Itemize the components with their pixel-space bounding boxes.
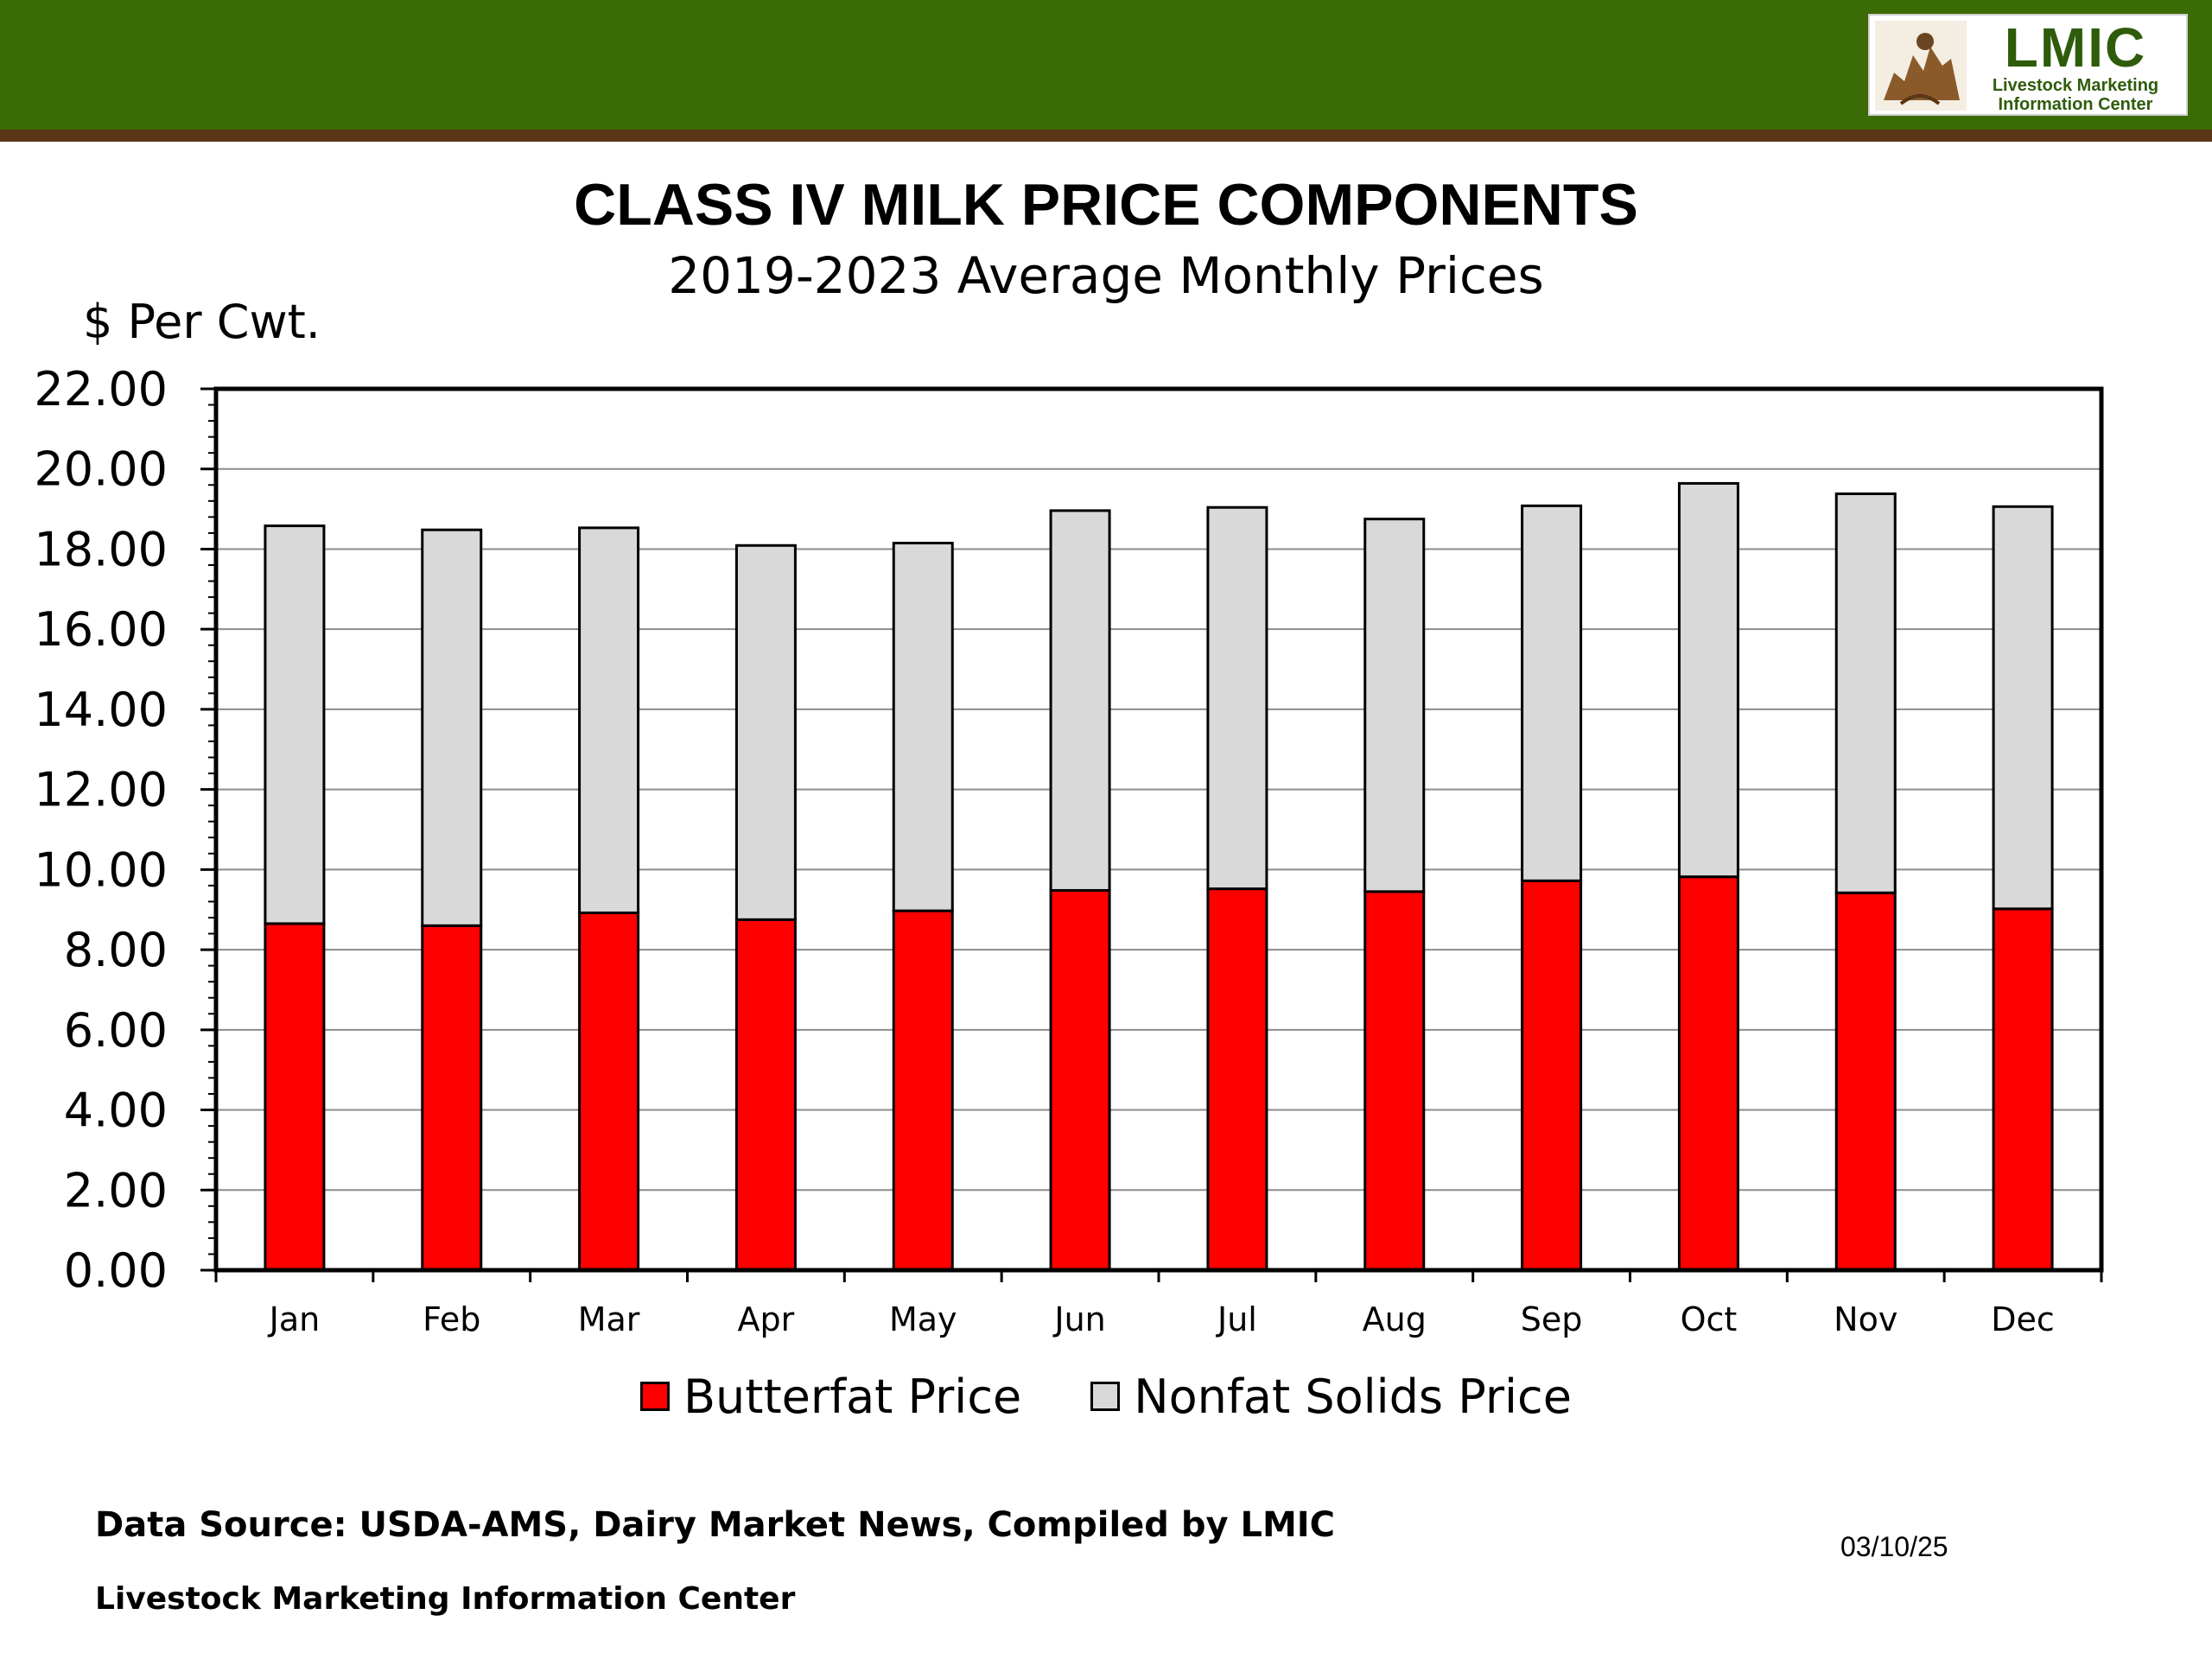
legend: Butterfat Price Nonfat Solids Price: [0, 1362, 2212, 1431]
bar-butterfat-jan: [264, 922, 326, 1272]
bar-butterfat-feb: [421, 924, 483, 1272]
x-tick-label: May: [889, 1300, 957, 1338]
organization-name: Livestock Marketing Information Center: [95, 1581, 796, 1617]
tick-labels: 0.00 2.00 4.00 6.00 8.00 10.00 12.00 14.00 16.00…: [34, 362, 2054, 1338]
bar-butterfat-nov: [1834, 891, 1897, 1272]
legend-item-nonfat: Nonfat Solids Price: [1090, 1370, 1572, 1424]
x-tick-label: Mar: [578, 1300, 640, 1338]
bar-butterfat-may: [892, 909, 954, 1272]
bar-nonfat-dec: [1992, 505, 2054, 911]
y-tick-label: 20.00: [34, 442, 168, 497]
bar-butterfat-apr: [734, 918, 797, 1272]
y-axis-label: $ Per Cwt.: [83, 295, 321, 349]
bars: [264, 481, 2054, 1272]
bar-butterfat-mar: [578, 911, 640, 1272]
bar-nonfat-nov: [1834, 492, 1897, 894]
bar-nonfat-sep: [1521, 504, 1583, 882]
chart-subtitle: 2019-2023 Average Monthly Prices: [668, 246, 1544, 305]
axes: [200, 386, 2104, 1282]
logo-mark-icon: [1875, 21, 1967, 111]
bar-nonfat-aug: [1363, 518, 1426, 893]
x-tick-label: Apr: [738, 1300, 795, 1338]
bar-nonfat-oct: [1677, 481, 1739, 879]
x-tick-label: Jan: [268, 1300, 321, 1338]
bar-nonfat-may: [892, 542, 954, 912]
x-tick-label: Jun: [1052, 1300, 1105, 1338]
y-tick-label: 18.00: [34, 522, 168, 576]
bar-nonfat-mar: [578, 526, 640, 914]
bar-nonfat-jan: [264, 524, 326, 925]
gridlines: [216, 467, 2101, 1192]
bar-butterfat-aug: [1363, 890, 1426, 1272]
legend-swatch-nonfat: [1090, 1382, 1121, 1411]
data-source-note: Data Source: USDA-AMS, Dairy Market News…: [95, 1505, 1335, 1545]
y-tick-label: 0.00: [64, 1243, 168, 1298]
y-tick-label: 8.00: [64, 923, 168, 977]
legend-label-butterfat: Butterfat Price: [683, 1369, 1022, 1424]
date-stamp: 03/10/25: [1840, 1531, 1948, 1562]
bar-nonfat-jul: [1206, 505, 1268, 891]
bar-butterfat-jun: [1049, 888, 1111, 1272]
lmic-logo: LMIC Livestock Marketing Information Cen…: [1868, 14, 2188, 116]
legend-swatch-butterfat: [640, 1382, 671, 1411]
bar-nonfat-jun: [1049, 509, 1111, 892]
bar-butterfat-dec: [1992, 907, 2054, 1272]
x-tick-label: Jul: [1216, 1300, 1257, 1338]
y-tick-label: 22.00: [34, 362, 168, 416]
x-tick-label: Oct: [1681, 1300, 1738, 1338]
logo-subtitle-line1: Livestock Marketing: [1992, 76, 2159, 95]
logo-wordmark: LMIC: [2004, 16, 2147, 79]
logo-subtitle-line2: Information Center: [1998, 95, 2153, 114]
x-tick-label: Sep: [1521, 1300, 1583, 1338]
legend-label-nonfat: Nonfat Solids Price: [1134, 1369, 1572, 1424]
y-tick-label: 6.00: [64, 1003, 168, 1058]
x-tick-label: Dec: [1991, 1300, 2055, 1338]
bar-nonfat-feb: [421, 528, 483, 927]
plot-frame: [213, 386, 2104, 1273]
bar-nonfat-apr: [734, 543, 797, 921]
x-tick-label: Feb: [423, 1300, 480, 1338]
chart-title: CLASS IV MILK PRICE COMPONENTS: [574, 172, 1638, 238]
legend-item-butterfat: Butterfat Price: [640, 1370, 1021, 1424]
x-tick-label: Aug: [1363, 1300, 1427, 1338]
y-tick-label: 12.00: [34, 763, 168, 817]
bar-butterfat-sep: [1521, 879, 1583, 1272]
header-rule: [0, 130, 2212, 142]
bar-butterfat-jul: [1206, 887, 1268, 1272]
bar-butterfat-oct: [1677, 875, 1739, 1272]
y-tick-label: 10.00: [34, 842, 168, 897]
x-tick-label: Nov: [1834, 1300, 1897, 1338]
header-band: [0, 0, 2212, 130]
y-tick-label: 4.00: [64, 1084, 168, 1138]
y-tick-label: 14.00: [34, 683, 168, 737]
y-tick-label: 16.00: [34, 602, 168, 657]
y-tick-label: 2.00: [64, 1163, 168, 1217]
